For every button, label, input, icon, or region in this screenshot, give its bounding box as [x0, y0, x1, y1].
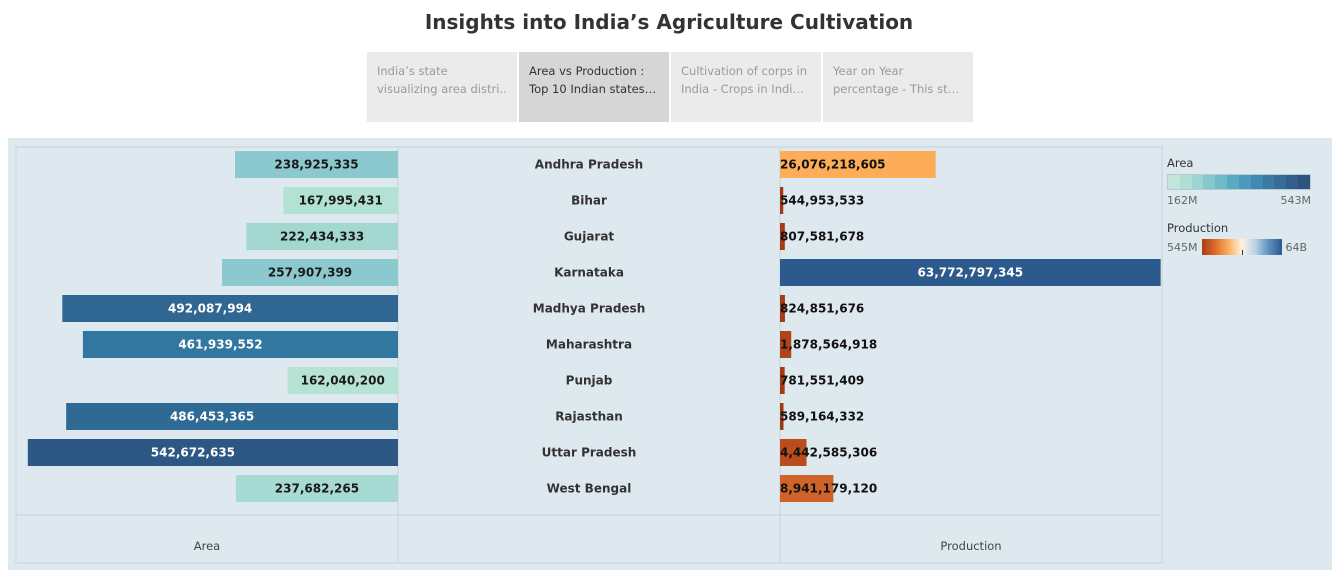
area-bar	[283, 187, 398, 214]
production-value-label: 1,878,564,918	[780, 338, 877, 352]
story-tab-year-on-year[interactable]: Year on Year percentage - This stac..	[823, 52, 973, 122]
production-bar	[780, 259, 1161, 286]
area-scale-swatch	[1227, 175, 1239, 189]
tab-line-1: Area vs Production :	[529, 64, 645, 78]
area-color-scale	[1167, 174, 1311, 190]
production-legend-max: 64B	[1285, 240, 1308, 254]
production-legend-row: 545M 64B	[1167, 239, 1327, 255]
production-legend-min: 545M	[1167, 240, 1198, 254]
area-scale-swatch	[1215, 175, 1228, 189]
area-bar	[222, 259, 398, 286]
production-value-label: 781,551,409	[780, 374, 864, 388]
tab-line-2: percentage - This stac..	[833, 82, 963, 96]
story-navigator: India’s state visualizing area distri.. …	[367, 52, 973, 122]
production-value-label: 63,772,797,345	[918, 266, 1024, 280]
production-value-label: 4,442,585,306	[780, 446, 877, 460]
area-bar	[62, 295, 399, 322]
production-color-scale	[1201, 239, 1282, 255]
page-title: Insights into India’s Agriculture Cultiv…	[424, 10, 914, 34]
area-value-label: 238,925,335	[274, 158, 358, 172]
area-bar	[246, 223, 398, 250]
area-legend-max: 543M	[1280, 194, 1312, 207]
state-label: Karnataka	[554, 266, 624, 280]
tab-line-2: visualizing area distri..	[377, 82, 507, 96]
area-scale-swatch	[1179, 175, 1192, 189]
chart-frame	[15, 146, 1163, 564]
area-legend-min: 162M	[1167, 194, 1198, 207]
tab-line-1: Year on Year	[833, 64, 904, 78]
story-tab-cultivation[interactable]: Cultivation of corps in India - Crops in…	[671, 52, 821, 122]
area-bar	[235, 151, 398, 178]
production-bar	[780, 295, 785, 322]
tab-line-2: Top 10 Indian states -..	[529, 82, 659, 96]
area-value-label: 167,995,431	[299, 194, 383, 208]
dashboard-panel: 238,925,335 Andhra Pradesh 26,076,218,605 1…	[8, 138, 1332, 570]
area-scale-swatch	[1286, 175, 1299, 189]
area-value-label: 257,907,399	[268, 266, 352, 280]
production-value-label: 544,953,533	[780, 194, 864, 208]
area-value-label: 237,682,265	[275, 482, 359, 496]
production-bar	[780, 439, 807, 466]
state-label: Andhra Pradesh	[535, 158, 643, 172]
area-scale-swatch	[1238, 175, 1251, 189]
production-value-label: 8,941,179,120	[780, 482, 877, 496]
area-value-label: 222,434,333	[280, 230, 364, 244]
area-legend-range: 162M 543M	[1167, 194, 1311, 207]
production-value-label: 824,851,676	[780, 302, 864, 316]
tab-line-2: India - Crops in India s..	[681, 82, 811, 96]
state-label: Punjab	[566, 374, 613, 388]
production-legend: Production 545M 64B	[1167, 221, 1327, 255]
production-value-label: 589,164,332	[780, 410, 864, 424]
area-bar	[235, 475, 398, 502]
area-bar	[27, 439, 399, 466]
area-production-chart: 238,925,335 Andhra Pradesh 26,076,218,605 1…	[15, 146, 1163, 564]
area-value-label: 542,672,635	[151, 446, 235, 460]
story-tab-state-area[interactable]: India’s state visualizing area distri..	[367, 52, 517, 122]
state-label: Bihar	[571, 194, 607, 208]
area-scale-swatch	[1262, 175, 1275, 189]
area-scale-swatch	[1298, 175, 1310, 189]
production-axis-title: Production	[940, 539, 1001, 553]
area-scale-swatch	[1168, 175, 1180, 189]
area-scale-swatch	[1274, 175, 1287, 189]
tab-line-1: India’s state	[377, 64, 448, 78]
tab-line-1: Cultivation of corps in	[681, 64, 808, 78]
production-bar	[780, 187, 784, 214]
production-bar	[780, 367, 785, 394]
story-tab-area-vs-production[interactable]: Area vs Production : Top 10 Indian state…	[519, 52, 669, 122]
area-value-label: 492,087,994	[168, 302, 252, 316]
area-legend-title: Area	[1167, 156, 1194, 170]
production-bar	[780, 331, 792, 358]
area-axis-title: Area	[194, 539, 220, 553]
state-label: Gujarat	[564, 230, 615, 244]
area-bar	[287, 367, 398, 394]
production-value-label: 26,076,218,605	[780, 158, 886, 172]
area-bar	[82, 331, 398, 358]
production-bar	[780, 403, 784, 430]
legend: Area 162M 543M Production 545M 64B	[1167, 156, 1327, 255]
production-bar	[780, 475, 834, 502]
state-label: West Bengal	[547, 482, 632, 496]
area-scale-swatch	[1191, 175, 1204, 189]
state-label: Rajasthan	[555, 410, 623, 424]
production-bar	[780, 151, 936, 178]
production-value-label: 807,581,678	[780, 230, 864, 244]
area-scale-swatch	[1250, 175, 1263, 189]
production-legend-title: Production	[1167, 221, 1229, 235]
area-value-label: 162,040,200	[301, 374, 385, 388]
area-bar	[66, 403, 398, 430]
state-label: Uttar Pradesh	[542, 446, 637, 460]
area-scale-swatch	[1203, 175, 1216, 189]
state-label: Maharashtra	[546, 338, 632, 352]
area-value-label: 486,453,365	[170, 410, 254, 424]
area-value-label: 461,939,552	[178, 338, 262, 352]
production-bar	[780, 223, 785, 250]
state-label: Madhya Pradesh	[533, 302, 646, 316]
